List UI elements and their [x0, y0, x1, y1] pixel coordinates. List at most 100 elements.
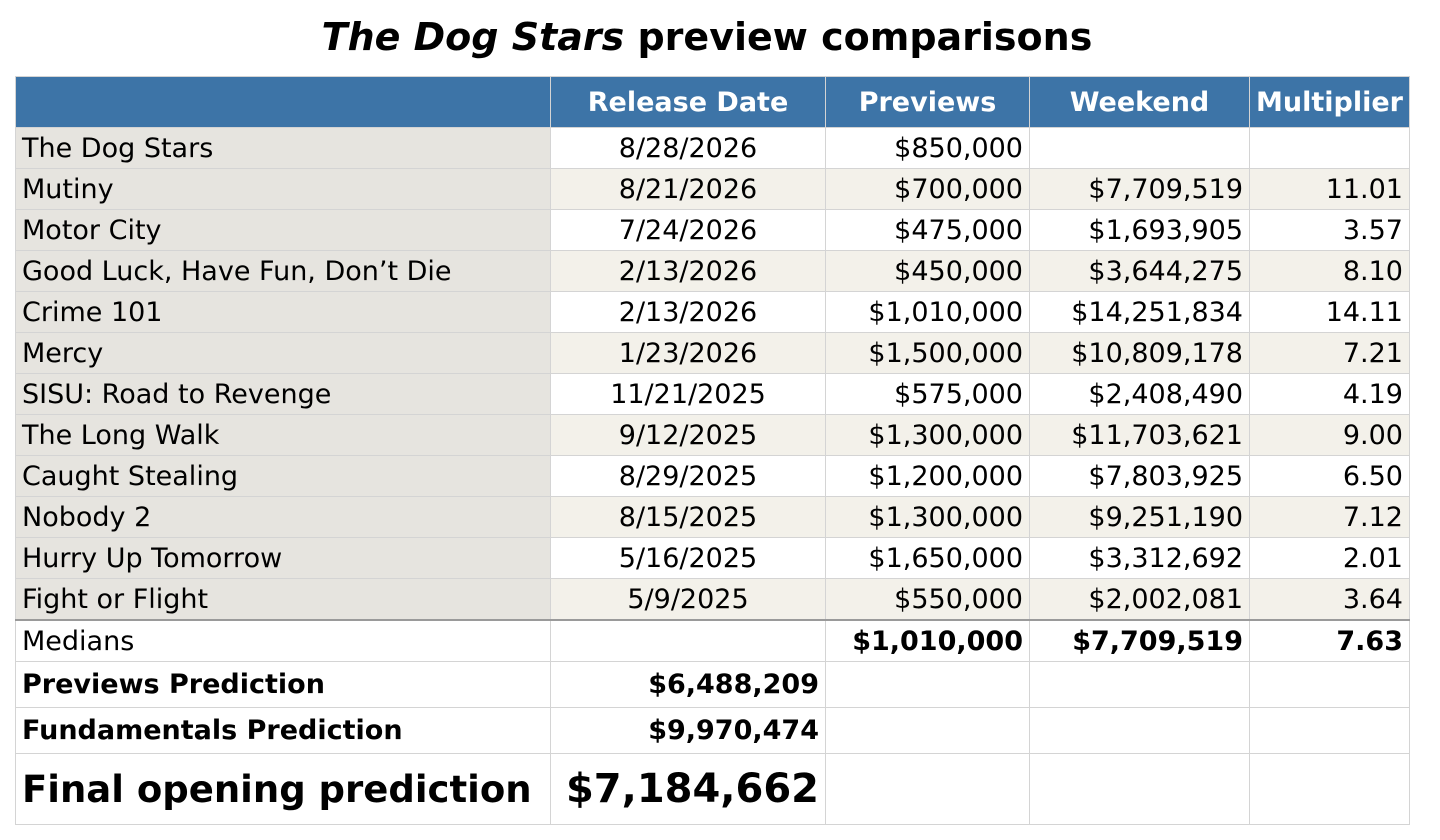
cell-film-name[interactable]: Nobody 2 [15, 496, 551, 538]
cell-previews[interactable]: $450,000 [825, 250, 1030, 292]
empty-cell[interactable] [1249, 661, 1410, 708]
cell-multiplier[interactable]: 9.00 [1249, 414, 1410, 456]
table-row: Caught Stealing 8/29/2025 $1,200,000 $7,803… [15, 455, 1410, 497]
cell-multiplier[interactable] [1249, 127, 1410, 169]
medians-weekend[interactable]: $7,709,519 [1029, 619, 1250, 662]
cell-multiplier[interactable]: 7.12 [1249, 496, 1410, 538]
cell-release-date[interactable]: 7/24/2026 [550, 209, 826, 251]
cell-weekend[interactable] [1029, 127, 1250, 169]
cell-release-date[interactable]: 8/29/2025 [550, 455, 826, 497]
cell-multiplier[interactable]: 3.64 [1249, 578, 1410, 621]
cell-film-name[interactable]: The Dog Stars [15, 127, 551, 169]
empty-cell[interactable] [825, 661, 1030, 708]
cell-film-name[interactable]: Mutiny [15, 168, 551, 210]
medians-label[interactable]: Medians [15, 619, 551, 662]
cell-previews[interactable]: $1,010,000 [825, 291, 1030, 333]
cell-weekend[interactable]: $11,703,621 [1029, 414, 1250, 456]
previews-prediction-label[interactable]: Previews Prediction [15, 661, 551, 708]
fundamentals-prediction-value[interactable]: $9,970,474 [550, 707, 826, 754]
empty-cell[interactable] [1249, 707, 1410, 754]
cell-film-name[interactable]: Motor City [15, 209, 551, 251]
cell-weekend[interactable]: $9,251,190 [1029, 496, 1250, 538]
cell-multiplier[interactable]: 8.10 [1249, 250, 1410, 292]
medians-multiplier[interactable]: 7.63 [1249, 619, 1410, 662]
cell-previews[interactable]: $1,200,000 [825, 455, 1030, 497]
header-weekend[interactable]: Weekend [1029, 76, 1250, 128]
table-row: Crime 101 2/13/2026 $1,010,000 $14,251,834 1… [15, 291, 1410, 333]
cell-film-name[interactable]: Mercy [15, 332, 551, 374]
cell-film-name[interactable]: Hurry Up Tomorrow [15, 537, 551, 579]
header-row: Release Date Previews Weekend Multiplier [15, 76, 1410, 128]
film-rows: The Dog Stars 8/28/2026 $850,000 Mutiny 8/21… [15, 127, 1410, 621]
cell-release-date[interactable]: 11/21/2025 [550, 373, 826, 415]
cell-multiplier[interactable]: 14.11 [1249, 291, 1410, 333]
cell-multiplier[interactable]: 3.57 [1249, 209, 1410, 251]
fundamentals-prediction-label[interactable]: Fundamentals Prediction [15, 707, 551, 754]
empty-cell[interactable] [1029, 753, 1250, 825]
empty-cell[interactable] [825, 753, 1030, 825]
table-row: Good Luck, Have Fun, Don’t Die 2/13/2026 $… [15, 250, 1410, 292]
header-multiplier[interactable]: Multiplier [1249, 76, 1410, 128]
header-previews[interactable]: Previews [825, 76, 1030, 128]
medians-previews[interactable]: $1,010,000 [825, 619, 1030, 662]
previews-prediction-row: Previews Prediction $6,488,209 [15, 661, 1410, 708]
cell-previews[interactable]: $550,000 [825, 578, 1030, 621]
fundamentals-prediction-row: Fundamentals Prediction $9,970,474 [15, 707, 1410, 754]
cell-weekend[interactable]: $1,693,905 [1029, 209, 1250, 251]
cell-weekend[interactable]: $2,002,081 [1029, 578, 1250, 621]
cell-previews[interactable]: $1,300,000 [825, 414, 1030, 456]
cell-release-date[interactable]: 5/16/2025 [550, 537, 826, 579]
cell-film-name[interactable]: Good Luck, Have Fun, Don’t Die [15, 250, 551, 292]
cell-multiplier[interactable]: 4.19 [1249, 373, 1410, 415]
cell-previews[interactable]: $700,000 [825, 168, 1030, 210]
cell-release-date[interactable]: 8/28/2026 [550, 127, 826, 169]
cell-multiplier[interactable]: 11.01 [1249, 168, 1410, 210]
table-row: Hurry Up Tomorrow 5/16/2025 $1,650,000 $3,3… [15, 537, 1410, 579]
cell-multiplier[interactable]: 7.21 [1249, 332, 1410, 374]
final-prediction-value[interactable]: $7,184,662 [550, 753, 826, 825]
cell-release-date[interactable]: 8/15/2025 [550, 496, 826, 538]
empty-cell[interactable] [1029, 707, 1250, 754]
empty-cell[interactable] [825, 707, 1030, 754]
medians-release-date-cell[interactable] [550, 619, 826, 662]
cell-release-date[interactable]: 5/9/2025 [550, 578, 826, 621]
table-row: The Dog Stars 8/28/2026 $850,000 [15, 127, 1410, 169]
cell-multiplier[interactable]: 6.50 [1249, 455, 1410, 497]
final-prediction-label[interactable]: Final opening prediction [15, 753, 551, 825]
header-name[interactable] [15, 76, 551, 128]
cell-weekend[interactable]: $14,251,834 [1029, 291, 1250, 333]
cell-previews[interactable]: $1,650,000 [825, 537, 1030, 579]
cell-release-date[interactable]: 2/13/2026 [550, 291, 826, 333]
cell-previews[interactable]: $850,000 [825, 127, 1030, 169]
empty-cell[interactable] [1249, 753, 1410, 825]
cell-weekend[interactable]: $3,644,275 [1029, 250, 1250, 292]
cell-previews[interactable]: $575,000 [825, 373, 1030, 415]
cell-film-name[interactable]: The Long Walk [15, 414, 551, 456]
cell-weekend[interactable]: $7,709,519 [1029, 168, 1250, 210]
comparison-table: Release Date Previews Weekend Multiplier… [15, 76, 1410, 825]
empty-cell[interactable] [1029, 661, 1250, 708]
cell-weekend[interactable]: $3,312,692 [1029, 537, 1250, 579]
previews-prediction-value[interactable]: $6,488,209 [550, 661, 826, 708]
cell-release-date[interactable]: 2/13/2026 [550, 250, 826, 292]
cell-film-name[interactable]: Caught Stealing [15, 455, 551, 497]
table-row: Fight or Flight 5/9/2025 $550,000 $2,002,08… [15, 578, 1410, 621]
cell-release-date[interactable]: 9/12/2025 [550, 414, 826, 456]
cell-film-name[interactable]: Crime 101 [15, 291, 551, 333]
cell-weekend[interactable]: $10,809,178 [1029, 332, 1250, 374]
cell-release-date[interactable]: 1/23/2026 [550, 332, 826, 374]
cell-film-name[interactable]: Fight or Flight [15, 578, 551, 621]
header-release-date[interactable]: Release Date [550, 76, 826, 128]
page-title-film: The Dog Stars [321, 15, 625, 59]
cell-weekend[interactable]: $2,408,490 [1029, 373, 1250, 415]
page-title-rest: preview comparisons [624, 15, 1093, 59]
cell-weekend[interactable]: $7,803,925 [1029, 455, 1250, 497]
cell-film-name[interactable]: SISU: Road to Revenge [15, 373, 551, 415]
table-header: Release Date Previews Weekend Multiplier [15, 76, 1410, 128]
cell-previews[interactable]: $1,500,000 [825, 332, 1030, 374]
cell-release-date[interactable]: 8/21/2026 [550, 168, 826, 210]
cell-multiplier[interactable]: 2.01 [1249, 537, 1410, 579]
cell-previews[interactable]: $1,300,000 [825, 496, 1030, 538]
cell-previews[interactable]: $475,000 [825, 209, 1030, 251]
